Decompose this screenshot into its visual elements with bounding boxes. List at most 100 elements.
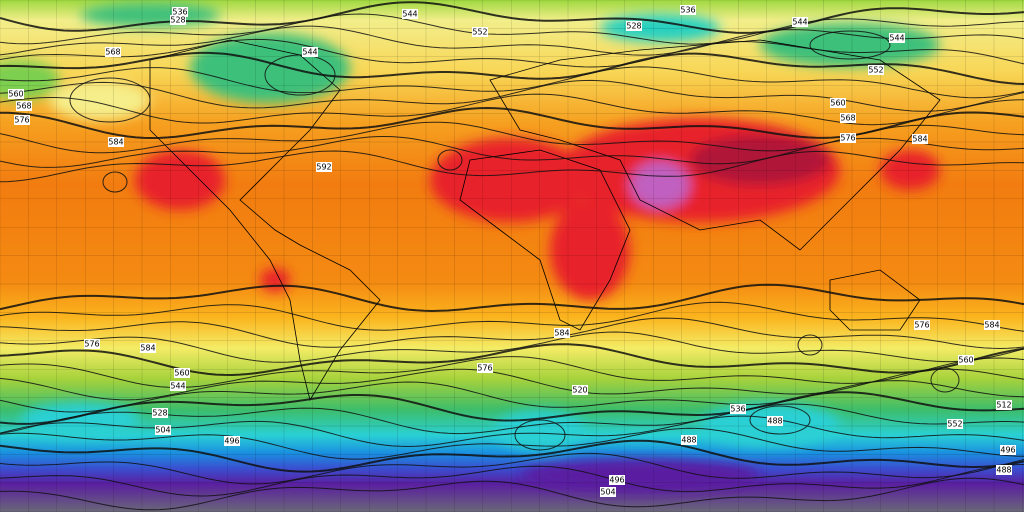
contour-closed bbox=[514, 419, 566, 451]
contour-label: 576 bbox=[14, 116, 29, 125]
contour-label: 496 bbox=[1000, 446, 1015, 455]
label-box bbox=[984, 320, 1000, 330]
label-box bbox=[14, 115, 30, 125]
contour-label: 568 bbox=[840, 114, 855, 123]
contour-label: 592 bbox=[316, 163, 331, 172]
contour-label: 568 bbox=[16, 102, 31, 111]
contour-label: 584 bbox=[984, 321, 999, 330]
label-box bbox=[889, 33, 905, 43]
contour-line bbox=[0, 452, 1024, 485]
label-box bbox=[792, 17, 808, 27]
label-box bbox=[1000, 445, 1016, 455]
contour-line bbox=[0, 25, 1024, 56]
label-box bbox=[914, 320, 930, 330]
label-box bbox=[996, 400, 1012, 410]
label-box bbox=[152, 408, 168, 418]
label-box bbox=[730, 404, 746, 414]
label-box bbox=[609, 475, 625, 485]
contour-label: 560 bbox=[958, 356, 973, 365]
label-box bbox=[108, 137, 124, 147]
contour-label: 520 bbox=[572, 386, 587, 395]
contour-label: 576 bbox=[914, 321, 929, 330]
contour-label: 576 bbox=[84, 340, 99, 349]
contour-closed bbox=[797, 334, 823, 356]
contour-label: 544 bbox=[889, 34, 904, 43]
contour-label: 544 bbox=[302, 48, 317, 57]
contour-line bbox=[0, 66, 1024, 99]
contour-label: 504 bbox=[155, 426, 170, 435]
contour-label: 544 bbox=[402, 10, 417, 19]
contour-label: 560 bbox=[174, 369, 189, 378]
contour-label: 536 bbox=[680, 6, 695, 15]
contour-closed bbox=[809, 30, 891, 60]
contour-label: 496 bbox=[224, 437, 239, 446]
label-box bbox=[84, 339, 100, 349]
label-box bbox=[868, 65, 884, 75]
label-box bbox=[174, 368, 190, 378]
contour-line bbox=[0, 79, 1024, 112]
contour-label: 584 bbox=[108, 138, 123, 147]
contour-line bbox=[0, 301, 1024, 332]
label-box bbox=[16, 101, 32, 111]
contour-label: 576 bbox=[477, 364, 492, 373]
contour-label: 488 bbox=[996, 466, 1011, 475]
contour-line bbox=[0, 403, 1024, 435]
contour-label: 560 bbox=[8, 90, 23, 99]
contour-label: 536 bbox=[730, 405, 745, 414]
contour-label: 544 bbox=[170, 382, 185, 391]
contour-closed bbox=[264, 54, 336, 96]
contour-line bbox=[0, 51, 1024, 85]
contour-line bbox=[0, 368, 1024, 401]
contour-closed bbox=[930, 367, 960, 393]
contour-line bbox=[0, 38, 1024, 68]
contour-label: 552 bbox=[472, 28, 487, 37]
label-box bbox=[680, 5, 696, 15]
contour-line bbox=[0, 464, 1024, 497]
contour-label: 512 bbox=[996, 401, 1011, 410]
contour-label: 528 bbox=[170, 16, 185, 25]
contour-closed bbox=[102, 171, 128, 193]
label-box bbox=[170, 381, 186, 391]
label-box bbox=[996, 465, 1012, 475]
label-box bbox=[472, 27, 488, 37]
contour-label: 488 bbox=[681, 436, 696, 445]
contour-line bbox=[0, 13, 1024, 45]
label-box bbox=[477, 363, 493, 373]
contour-line bbox=[0, 150, 1024, 183]
contour-label: 488 bbox=[767, 417, 782, 426]
contour-label: 552 bbox=[868, 66, 883, 75]
label-box bbox=[912, 134, 928, 144]
contour-label: 568 bbox=[105, 48, 120, 57]
label-box bbox=[626, 21, 642, 31]
contour-label: 536 bbox=[172, 8, 187, 17]
contour-label: 528 bbox=[626, 22, 641, 31]
contour-line bbox=[0, 427, 1024, 460]
contour-line bbox=[0, 391, 1024, 425]
label-box bbox=[8, 89, 24, 99]
label-box bbox=[958, 355, 974, 365]
label-box bbox=[830, 98, 846, 108]
label-box bbox=[572, 385, 588, 395]
coastlines bbox=[149, 39, 941, 402]
label-box bbox=[172, 7, 188, 17]
label-box bbox=[681, 435, 697, 445]
label-box bbox=[170, 15, 186, 25]
contour-label: 584 bbox=[140, 344, 155, 353]
contour-closed bbox=[437, 149, 463, 171]
contour-label: 544 bbox=[792, 18, 807, 27]
label-box bbox=[402, 9, 418, 19]
label-box bbox=[840, 133, 856, 143]
label-box bbox=[767, 416, 783, 426]
label-box bbox=[316, 162, 332, 172]
contour-label: 560 bbox=[830, 99, 845, 108]
contour-label: 584 bbox=[912, 135, 927, 144]
contour-line bbox=[0, 343, 1024, 377]
label-box bbox=[840, 113, 856, 123]
label-box bbox=[947, 419, 963, 429]
label-box bbox=[155, 425, 171, 435]
label-box bbox=[224, 436, 240, 446]
contour-label: 576 bbox=[840, 134, 855, 143]
contour-line bbox=[0, 477, 1024, 511]
